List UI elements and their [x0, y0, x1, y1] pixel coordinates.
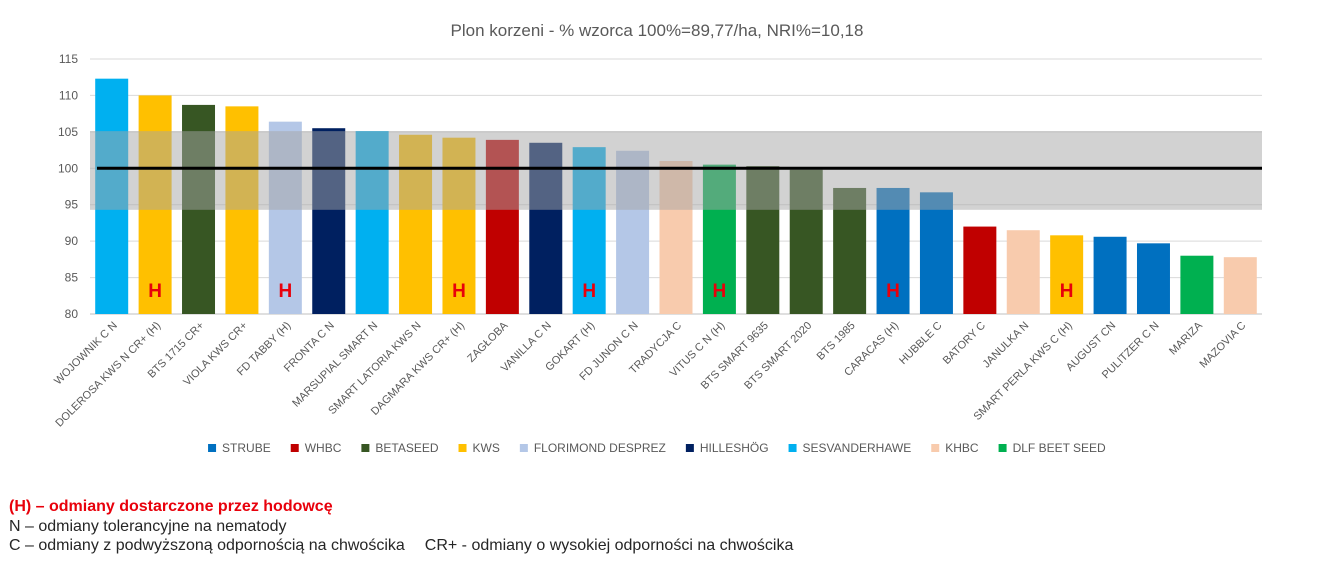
legend-label: HILLESHÖG [700, 441, 769, 455]
bar [1136, 243, 1170, 314]
legend-item: BETASEED [361, 441, 439, 455]
note-c: C – odmiany z podwyższoną odpornością na… [9, 537, 405, 554]
y-tick-label: 95 [65, 198, 79, 212]
breeder-marker: H [452, 281, 466, 302]
breeder-marker: H [713, 281, 727, 302]
x-tick-label: BATORY C [941, 320, 988, 367]
legend-item: STRUBE [208, 441, 271, 455]
bar [919, 192, 953, 314]
legend-label: DLF BEET SEED [1013, 441, 1106, 455]
legend-swatch [290, 444, 299, 452]
x-tick-label: MARIZA [1167, 319, 1205, 357]
legend-item: SESVANDERHAWE [788, 441, 912, 455]
legend-label: FLORIMOND DESPREZ [534, 441, 666, 455]
x-tick-label: HUBBLE C [897, 320, 944, 367]
legend-label: BETASEED [375, 441, 438, 455]
note-resistance: C – odmiany z podwyższoną odpornością na… [9, 536, 793, 556]
breeder-marker: H [1060, 281, 1074, 302]
legend-label: WHBC [305, 441, 342, 455]
breeder-marker: H [582, 281, 596, 302]
notes: (H) – odmiany dostarczone przez hodowcę … [9, 497, 793, 556]
breeder-marker: H [148, 281, 162, 302]
bar [1006, 230, 1040, 314]
legend-swatch [931, 444, 940, 452]
bar [1180, 255, 1214, 314]
legend-swatch [208, 444, 217, 452]
legend-label: STRUBE [222, 441, 271, 455]
legend-item: HILLESHÖG [685, 441, 769, 455]
x-tick-label: MARSUPIAL SMART N [290, 320, 380, 410]
chart-title: Plon korzeni - % wzorca 100%=89,77/ha, N… [451, 21, 864, 40]
legend-swatch [361, 444, 370, 452]
y-tick-label: 105 [58, 125, 78, 139]
legend-item: DLF BEET SEED [998, 441, 1106, 455]
legend-item: KWS [458, 441, 500, 455]
note-nematode: N – odmiany tolerancyjne na nematody [9, 517, 287, 535]
y-tick-label: 90 [65, 234, 79, 248]
legend-label: KHBC [945, 441, 979, 455]
legend-item: WHBC [290, 441, 342, 455]
legend-item: FLORIMOND DESPREZ [519, 441, 666, 455]
legend: STRUBE WHBC BETASEED KWS FLORIMOND DESPREZ HI… [208, 441, 1106, 455]
nri-band [90, 131, 1262, 210]
x-tick-label: DAGMARA KWS CR+ (H) [369, 320, 467, 418]
bar [1093, 236, 1127, 314]
x-tick-label: MAZOVIA C [1198, 320, 1249, 371]
legend-swatch [998, 444, 1007, 452]
x-tick-label: BTS 1985 [815, 320, 858, 363]
y-axis-ticks: 80 85 90 95 100 105 110 115 [58, 52, 78, 321]
bar [1223, 257, 1257, 314]
bar [963, 226, 997, 314]
y-tick-label: 80 [65, 307, 79, 321]
legend-label: SESVANDERHAWE [803, 441, 912, 455]
legend-swatch [788, 444, 797, 452]
bar [1050, 235, 1084, 314]
note-breeder: (H) – odmiany dostarczone przez hodowcę [9, 498, 333, 515]
legend-swatch [458, 444, 467, 452]
breeder-marker: H [278, 281, 292, 302]
note-cr-plus: CR+ - odmiany o wysokiej odporności na c… [424, 537, 794, 554]
legend-swatch [519, 444, 528, 452]
y-tick-label: 85 [65, 271, 79, 285]
y-tick-label: 100 [58, 161, 78, 175]
y-tick-label: 115 [59, 52, 78, 66]
breeder-marker: H [886, 281, 900, 302]
legend-swatch [685, 444, 694, 452]
legend-label: KWS [473, 441, 500, 455]
y-tick-label: 110 [59, 88, 78, 102]
x-tick-label: ZAGŁOBA [465, 319, 511, 365]
legend-item: KHBC [931, 441, 979, 455]
